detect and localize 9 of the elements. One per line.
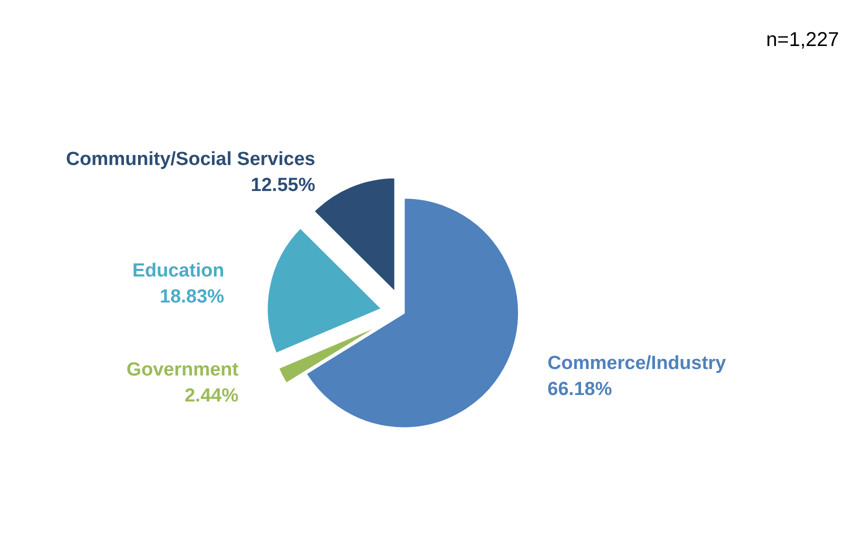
slice-label: Commerce/Industry [548,352,726,374]
slice-label: Government [126,359,240,380]
slice-label: Education [132,260,224,282]
data-label: 66.18% [548,378,612,400]
data-label: 12.55% [250,174,316,196]
text: n=1,227 [766,29,840,51]
data-label: 18.83% [160,286,224,308]
slice-label: Community/Social Services [66,148,316,170]
data-label: 2.44% [184,385,239,406]
